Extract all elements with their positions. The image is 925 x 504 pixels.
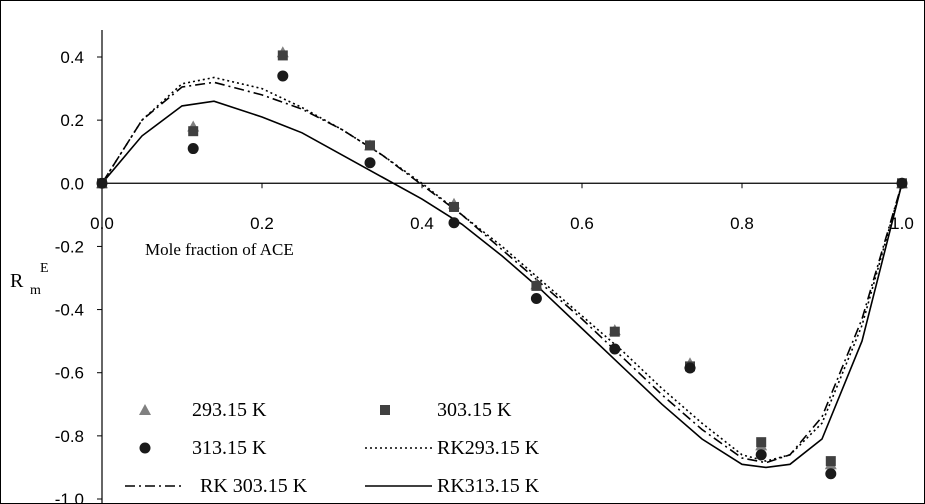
x-tick-label: 1.0	[890, 214, 914, 233]
data-point	[530, 293, 542, 305]
data-point	[755, 449, 767, 461]
legend-marker	[139, 442, 151, 454]
legend-label: 303.15 K	[437, 399, 512, 421]
legend-label: RK 303.15 K	[200, 475, 308, 497]
y-tick-label: -0.8	[55, 427, 84, 446]
legend-marker	[380, 405, 390, 415]
data-point	[187, 143, 199, 155]
y-axis-label-sub: m	[30, 283, 41, 298]
x-tick-label: 0.0	[90, 214, 114, 233]
legend-label: 293.15 K	[192, 399, 267, 421]
x-tick-label: 0.8	[730, 214, 754, 233]
data-point	[825, 468, 837, 480]
series-line	[101, 76, 903, 462]
x-tick-label: 0.2	[250, 214, 274, 233]
data-point	[756, 437, 767, 448]
data-point	[896, 177, 908, 189]
y-tick-label: 0.4	[60, 48, 84, 67]
y-tick-label: 0.0	[60, 174, 84, 193]
y-tick-label: -0.6	[55, 364, 84, 383]
data-point	[531, 280, 542, 291]
series-line	[101, 81, 903, 464]
y-tick-label: -0.2	[55, 237, 84, 256]
x-tick-label: 0.6	[570, 214, 594, 233]
series-line	[101, 100, 903, 469]
data-point	[277, 70, 289, 82]
data-point	[364, 157, 376, 169]
legend-label: RK293.15 K	[437, 437, 540, 459]
y-tick-label: 0.2	[60, 111, 84, 130]
legend-label: RK313.15 K	[437, 475, 540, 497]
x-tick-label: 0.4	[410, 214, 434, 233]
y-tick-label: -0.4	[55, 301, 84, 320]
data-point	[448, 217, 460, 229]
legend-marker	[139, 404, 151, 415]
y-tick-label: -1.0	[55, 490, 84, 504]
data-point	[365, 140, 375, 151]
x-axis-label: Mole fraction of ACE	[145, 240, 294, 259]
data-point	[277, 50, 288, 61]
data-point	[188, 126, 199, 137]
legend-label: 313.15 K	[192, 437, 267, 459]
y-axis-label: R	[10, 270, 24, 292]
data-point	[684, 362, 696, 374]
data-point	[449, 201, 459, 212]
data-point	[609, 343, 621, 355]
y-axis-label-sup: E	[40, 261, 49, 276]
data-point	[96, 177, 108, 189]
data-point	[609, 326, 620, 337]
data-point	[825, 456, 836, 467]
